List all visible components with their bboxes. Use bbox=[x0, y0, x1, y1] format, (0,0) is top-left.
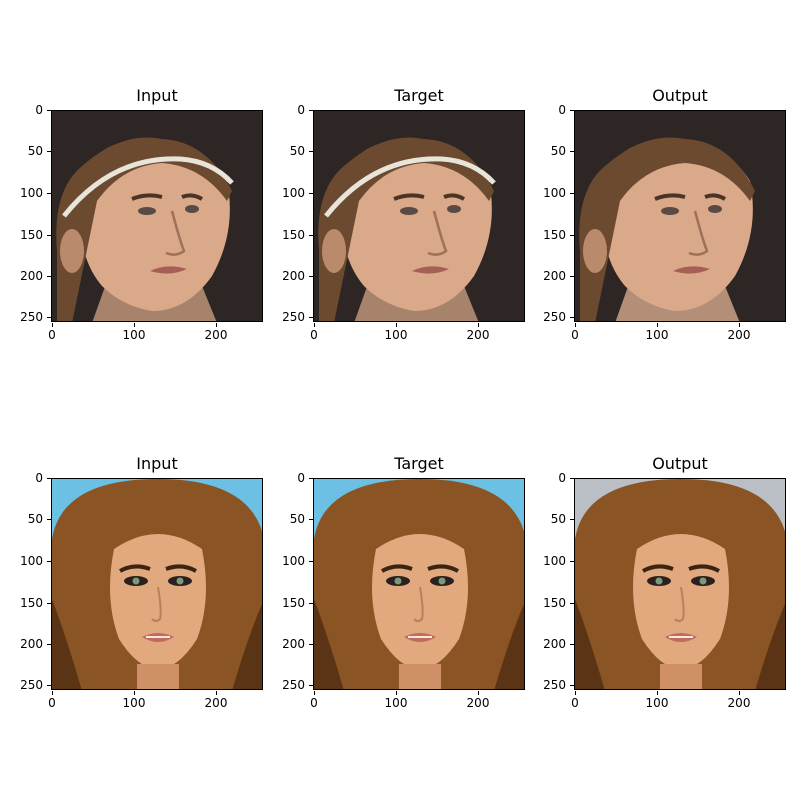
y-tick-label: 150 bbox=[3, 596, 51, 610]
y-tick-label: 100 bbox=[526, 554, 574, 568]
y-tick-label: 250 bbox=[3, 678, 51, 692]
x-tick-label: 0 bbox=[555, 691, 595, 710]
y-tick-label: 0 bbox=[3, 103, 51, 117]
panel-title: Output bbox=[652, 86, 708, 105]
y-tick-label: 150 bbox=[3, 228, 51, 242]
face-image bbox=[574, 478, 786, 690]
y-tick-label: 50 bbox=[265, 144, 313, 158]
x-tick-label: 100 bbox=[114, 691, 154, 710]
x-tick-label: 100 bbox=[114, 323, 154, 342]
y-tick-label: 50 bbox=[526, 512, 574, 526]
panel-title: Target bbox=[394, 86, 444, 105]
face-image bbox=[313, 110, 525, 322]
y-tick-label: 200 bbox=[265, 269, 313, 283]
panel-title: Target bbox=[394, 454, 444, 473]
x-tick-label: 200 bbox=[196, 323, 236, 342]
y-tick-label: 250 bbox=[265, 678, 313, 692]
x-tick-label: 0 bbox=[32, 323, 72, 342]
y-tick-label: 50 bbox=[265, 512, 313, 526]
y-tick-label: 150 bbox=[265, 228, 313, 242]
panel-title: Input bbox=[136, 454, 178, 473]
panel-0-1: Target 0 50 100 150 200 250 0 100 200 bbox=[282, 86, 525, 342]
y-tick-label: 200 bbox=[526, 637, 574, 651]
y-tick-label: 50 bbox=[3, 512, 51, 526]
y-tick-label: 200 bbox=[526, 269, 574, 283]
y-tick-label: 100 bbox=[265, 186, 313, 200]
y-tick-label: 50 bbox=[3, 144, 51, 158]
x-tick-label: 100 bbox=[376, 691, 416, 710]
panel-0-0: Input 0 50 100 150 200 250 0 100 200 bbox=[20, 86, 263, 342]
y-tick-label: 150 bbox=[526, 228, 574, 242]
x-tick-label: 100 bbox=[637, 323, 677, 342]
y-tick-label: 50 bbox=[526, 144, 574, 158]
y-tick-label: 0 bbox=[265, 471, 313, 485]
face-image bbox=[574, 110, 786, 322]
panel-title: Output bbox=[652, 454, 708, 473]
panel-1-1: Target 0 50 100 150 200 250 0 100 200 bbox=[282, 454, 525, 710]
panel-1-2: Output 0 50 100 150 200 250 0 100 200 bbox=[543, 454, 786, 710]
x-tick-label: 200 bbox=[719, 323, 759, 342]
y-tick-label: 0 bbox=[526, 103, 574, 117]
x-tick-label: 100 bbox=[376, 323, 416, 342]
x-tick-label: 200 bbox=[196, 691, 236, 710]
y-tick-label: 200 bbox=[265, 637, 313, 651]
x-tick-label: 200 bbox=[719, 691, 759, 710]
y-tick-label: 200 bbox=[3, 269, 51, 283]
y-tick-label: 150 bbox=[526, 596, 574, 610]
y-tick-label: 0 bbox=[265, 103, 313, 117]
y-tick-label: 100 bbox=[3, 554, 51, 568]
face-image bbox=[51, 110, 263, 322]
y-tick-label: 100 bbox=[526, 186, 574, 200]
y-tick-label: 250 bbox=[3, 310, 51, 324]
x-tick-label: 0 bbox=[32, 691, 72, 710]
y-tick-label: 150 bbox=[265, 596, 313, 610]
y-tick-label: 250 bbox=[526, 310, 574, 324]
x-tick-label: 0 bbox=[555, 323, 595, 342]
panel-title: Input bbox=[136, 86, 178, 105]
x-tick-label: 200 bbox=[458, 691, 498, 710]
y-tick-label: 0 bbox=[526, 471, 574, 485]
x-tick-label: 0 bbox=[294, 323, 334, 342]
y-tick-label: 100 bbox=[265, 554, 313, 568]
y-tick-label: 200 bbox=[3, 637, 51, 651]
y-tick-label: 100 bbox=[3, 186, 51, 200]
y-tick-label: 250 bbox=[526, 678, 574, 692]
x-tick-label: 200 bbox=[458, 323, 498, 342]
panel-0-2: Output 0 50 100 150 200 250 0 100 200 bbox=[543, 86, 786, 342]
x-tick-label: 100 bbox=[637, 691, 677, 710]
panel-1-0: Input 0 50 100 150 200 250 0 100 200 bbox=[20, 454, 263, 710]
x-tick-label: 0 bbox=[294, 691, 334, 710]
face-image bbox=[51, 478, 263, 690]
y-tick-label: 0 bbox=[3, 471, 51, 485]
y-tick-label: 250 bbox=[265, 310, 313, 324]
face-image bbox=[313, 478, 525, 690]
